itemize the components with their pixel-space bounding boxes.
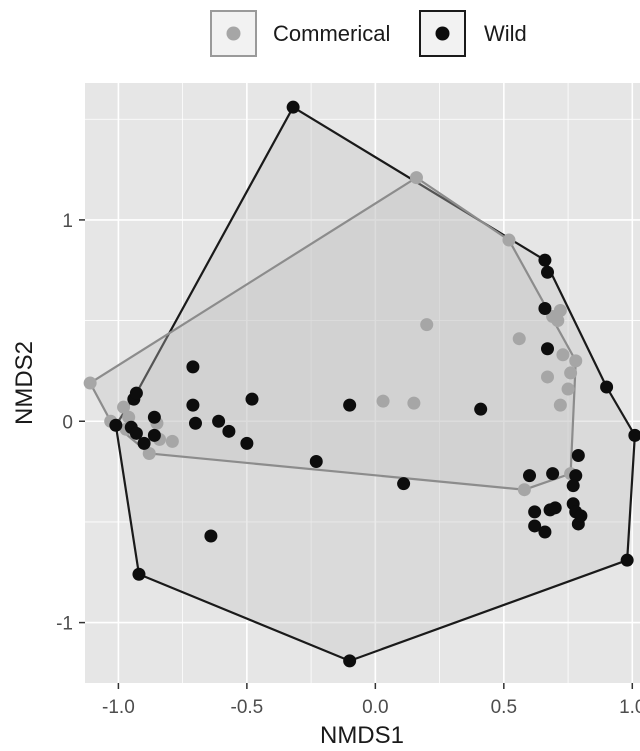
point-wild bbox=[574, 509, 588, 523]
point-wild bbox=[538, 253, 552, 267]
point-commerical bbox=[409, 171, 423, 185]
point-wild bbox=[343, 398, 357, 412]
point-wild bbox=[600, 380, 614, 394]
point-commerical bbox=[553, 304, 567, 318]
point-wild bbox=[523, 469, 537, 483]
point-wild bbox=[541, 265, 554, 279]
point-wild bbox=[541, 342, 554, 356]
point-commerical bbox=[165, 434, 179, 448]
convex-hulls bbox=[88, 105, 636, 663]
point-commerical bbox=[142, 446, 156, 460]
y-axis-title: NMDS2 bbox=[11, 341, 38, 425]
point-wild bbox=[147, 428, 161, 442]
point-commerical bbox=[83, 376, 97, 390]
point-wild bbox=[129, 426, 143, 440]
point-commerical bbox=[117, 400, 131, 414]
point-commerical bbox=[122, 410, 136, 424]
point-commerical bbox=[556, 348, 570, 362]
point-wild bbox=[129, 386, 143, 400]
legend-key-commerical bbox=[210, 10, 257, 57]
legend-label-wild: Wild bbox=[484, 21, 527, 46]
y-tick-label: 1 bbox=[62, 211, 73, 232]
x-axis: -1.0 -0.5 0.0 0.5 1.0 bbox=[102, 683, 640, 718]
point-commerical bbox=[407, 396, 421, 410]
point-wild bbox=[548, 501, 562, 515]
point-wild bbox=[212, 414, 226, 428]
point-wild bbox=[204, 529, 218, 543]
point-commerical bbox=[569, 354, 583, 368]
point-commerical bbox=[564, 366, 578, 380]
point-commerical bbox=[376, 394, 390, 408]
point-commerical bbox=[512, 332, 526, 346]
point-commerical bbox=[551, 314, 565, 328]
x-axis-title: NMDS1 bbox=[320, 722, 404, 749]
point-wild bbox=[546, 467, 560, 481]
point-commerical bbox=[561, 382, 575, 396]
x-tick-label: 0.0 bbox=[362, 697, 388, 718]
point-wild bbox=[132, 567, 146, 581]
point-wild bbox=[538, 302, 552, 316]
grid-lines bbox=[85, 83, 640, 683]
point-wild bbox=[528, 519, 542, 533]
point-wild bbox=[620, 553, 634, 567]
y-tick-label: 0 bbox=[62, 412, 73, 433]
point-wild bbox=[186, 360, 200, 374]
point-wild bbox=[222, 424, 236, 438]
point-commerical bbox=[420, 318, 434, 332]
point-wild bbox=[188, 416, 202, 430]
point-commerical bbox=[502, 233, 516, 247]
point-wild bbox=[628, 428, 640, 442]
point-commerical bbox=[553, 398, 567, 412]
legend: Commerical Wild bbox=[210, 10, 527, 57]
point-wild bbox=[240, 436, 254, 450]
x-tick-label: -1.0 bbox=[102, 697, 135, 718]
data-points bbox=[83, 100, 640, 668]
point-wild bbox=[245, 392, 259, 406]
x-tick-label: 1.0 bbox=[619, 697, 640, 718]
y-axis: -1 0 1 bbox=[56, 211, 85, 635]
point-wild bbox=[137, 436, 151, 450]
point-wild bbox=[528, 505, 542, 519]
y-tick-label: -1 bbox=[56, 614, 73, 635]
point-wild bbox=[147, 410, 161, 424]
legend-marker-commerical bbox=[226, 26, 241, 41]
point-wild bbox=[286, 100, 300, 114]
point-commerical bbox=[541, 370, 554, 384]
point-wild bbox=[109, 418, 123, 432]
point-wild bbox=[309, 455, 323, 469]
point-wild bbox=[569, 469, 583, 483]
x-tick-label: 0.5 bbox=[491, 697, 517, 718]
x-tick-label: -0.5 bbox=[231, 697, 264, 718]
point-wild bbox=[538, 525, 552, 539]
point-wild bbox=[474, 402, 488, 416]
point-wild bbox=[571, 448, 585, 462]
point-commerical bbox=[517, 483, 531, 497]
legend-marker-wild bbox=[435, 26, 450, 41]
point-wild bbox=[343, 654, 357, 668]
point-wild bbox=[566, 479, 580, 493]
point-wild bbox=[397, 477, 411, 491]
point-wild bbox=[186, 398, 200, 412]
legend-label-commerical: Commerical bbox=[273, 21, 390, 46]
